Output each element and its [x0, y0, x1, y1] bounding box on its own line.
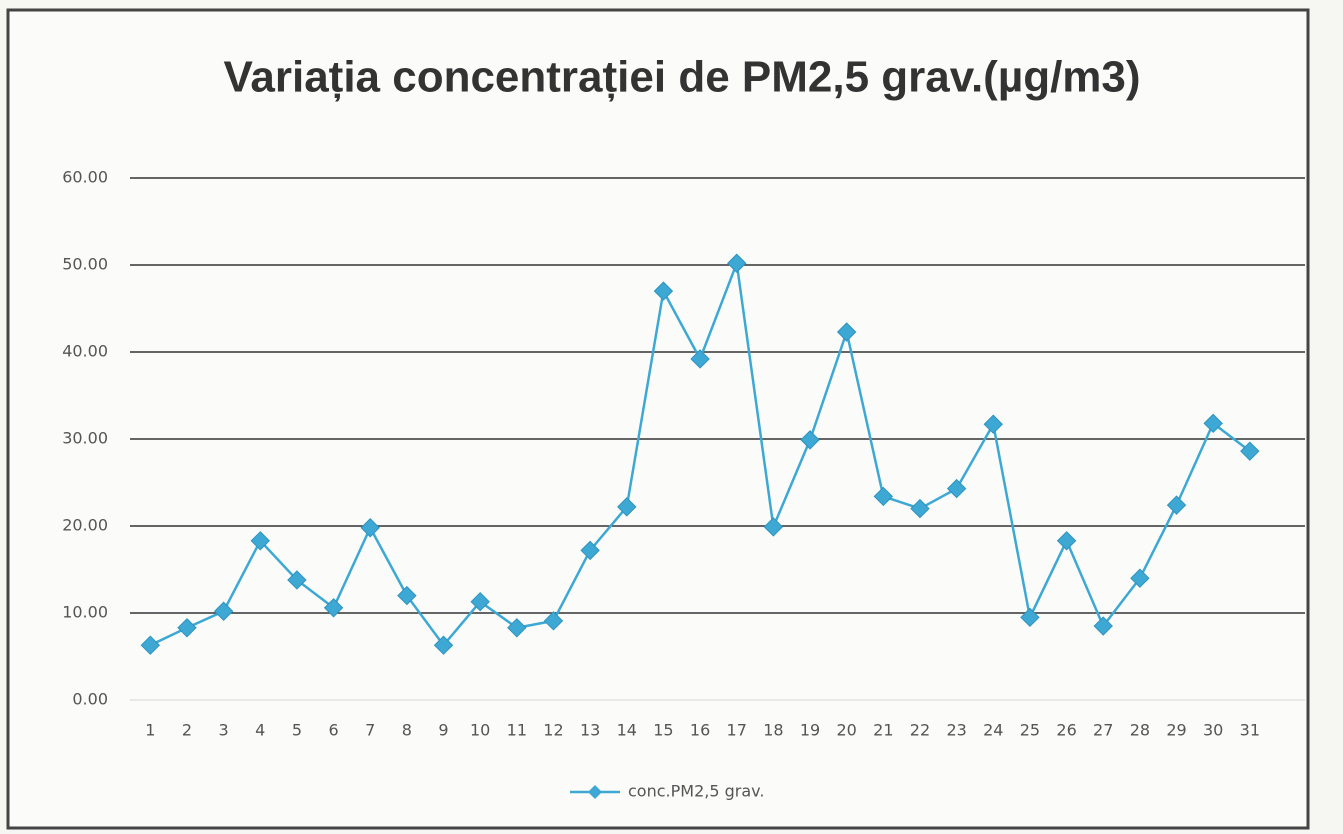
- y-tick-label: 30.00: [62, 429, 108, 448]
- data-point: [507, 618, 527, 638]
- x-tick-label: 2: [182, 721, 192, 740]
- x-tick-label: 17: [727, 721, 747, 740]
- data-point: [140, 635, 161, 655]
- data-point: [323, 598, 344, 618]
- x-tick-label: 20: [836, 721, 856, 740]
- y-tick-label: 50.00: [62, 255, 108, 274]
- data-point: [1240, 441, 1260, 461]
- data-point: [580, 540, 600, 561]
- data-point: [360, 518, 380, 538]
- data-point: [397, 585, 417, 606]
- x-tick-label: 31: [1240, 721, 1260, 740]
- x-tick-label: 14: [617, 721, 637, 740]
- x-tick-label: 27: [1093, 721, 1113, 740]
- x-tick-label: 29: [1166, 721, 1186, 740]
- data-point: [1056, 531, 1077, 551]
- x-tick-label: 23: [946, 721, 966, 740]
- x-tick-label: 4: [255, 721, 265, 740]
- y-tick-label: 20.00: [62, 516, 108, 535]
- legend-marker: [588, 785, 602, 799]
- x-tick-label: 7: [365, 721, 375, 740]
- data-point: [433, 635, 454, 655]
- data-point: [617, 497, 637, 517]
- data-point: [543, 611, 564, 631]
- data-point: [983, 414, 1003, 434]
- data-point: [690, 349, 710, 369]
- x-tick-label: 25: [1020, 721, 1040, 740]
- x-tick-label: 24: [983, 721, 1003, 740]
- x-tick-label: 15: [653, 721, 673, 740]
- y-tick-label: 10.00: [62, 603, 108, 622]
- y-tick-label: 40.00: [62, 342, 108, 361]
- x-tick-label: 18: [763, 721, 783, 740]
- x-tick-label: 9: [438, 721, 448, 740]
- x-tick-label: 13: [580, 721, 600, 740]
- x-tick-label: 30: [1203, 721, 1223, 740]
- data-point: [727, 253, 747, 273]
- data-point: [1130, 568, 1150, 588]
- y-tick-label: 60.00: [62, 168, 108, 187]
- x-tick-label: 5: [292, 721, 302, 740]
- x-tick-label: 26: [1056, 721, 1076, 740]
- data-point: [177, 618, 197, 638]
- data-point: [287, 570, 307, 590]
- chart-frame: [6, 8, 1310, 830]
- data-point: [763, 517, 784, 537]
- x-tick-label: 19: [800, 721, 820, 740]
- data-point: [213, 601, 234, 621]
- data-point: [836, 322, 857, 342]
- x-tick-label: 12: [543, 721, 563, 740]
- legend-label: conc.PM2,5 grav.: [628, 782, 764, 801]
- y-tick-label: 0.00: [72, 690, 108, 709]
- x-tick-label: 22: [910, 721, 930, 740]
- x-tick-label: 11: [507, 721, 527, 740]
- data-point: [1203, 413, 1223, 434]
- data-point: [1093, 616, 1113, 636]
- data-point: [946, 478, 967, 499]
- data-point: [1166, 495, 1187, 515]
- data-point: [910, 498, 930, 519]
- x-tick-label: 16: [690, 721, 710, 740]
- data-point: [873, 486, 894, 507]
- data-point: [653, 281, 674, 301]
- data-point: [250, 531, 270, 551]
- data-point: [1020, 607, 1040, 628]
- x-tick-label: 28: [1130, 721, 1150, 740]
- x-tick-label: 3: [219, 721, 229, 740]
- x-tick-label: 1: [145, 721, 155, 740]
- x-tick-label: 6: [328, 721, 338, 740]
- chart-title: Variația concentrației de PM2,5 grav.(µg…: [223, 53, 1140, 102]
- x-tick-label: 21: [873, 721, 893, 740]
- data-point: [800, 430, 820, 450]
- data-point: [470, 591, 490, 612]
- x-tick-label: 8: [402, 721, 412, 740]
- x-tick-label: 10: [470, 721, 490, 740]
